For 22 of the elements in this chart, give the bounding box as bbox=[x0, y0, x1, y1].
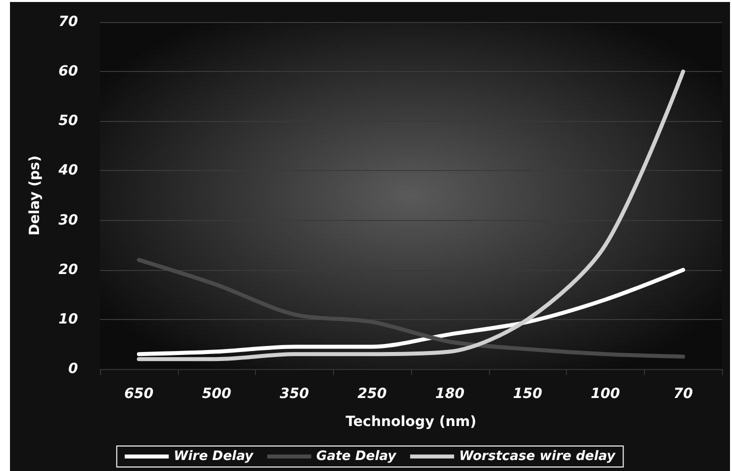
y-tick-label: 60 bbox=[58, 64, 78, 80]
y-tick-label: 0 bbox=[68, 361, 78, 377]
x-tick-label: 250 bbox=[358, 386, 387, 402]
legend-label: Worstcase wire delay bbox=[459, 449, 616, 464]
legend-label: Gate Delay bbox=[316, 449, 397, 464]
y-tick-label: 20 bbox=[58, 262, 78, 278]
x-tick-label: 350 bbox=[280, 386, 310, 402]
line-series bbox=[136, 70, 686, 362]
y-axis-title: Delay (ps) bbox=[27, 155, 43, 236]
x-tick-label: 70 bbox=[673, 386, 694, 402]
x-tick-label: 150 bbox=[513, 386, 542, 402]
y-tick-label: 10 bbox=[58, 311, 78, 328]
y-tick-label: 50 bbox=[58, 113, 78, 130]
x-tick-label: 100 bbox=[590, 386, 620, 402]
legend-label: Wire Delay bbox=[174, 449, 254, 464]
y-tick-label: 70 bbox=[58, 14, 78, 30]
y-tick-label: 40 bbox=[58, 162, 78, 179]
x-tick-label: 500 bbox=[202, 386, 232, 402]
x-tick-label: 180 bbox=[435, 386, 465, 402]
x-axis-title: Technology (nm) bbox=[346, 414, 476, 430]
y-tick-label: 30 bbox=[58, 212, 78, 228]
x-tick-label: 650 bbox=[124, 386, 154, 402]
